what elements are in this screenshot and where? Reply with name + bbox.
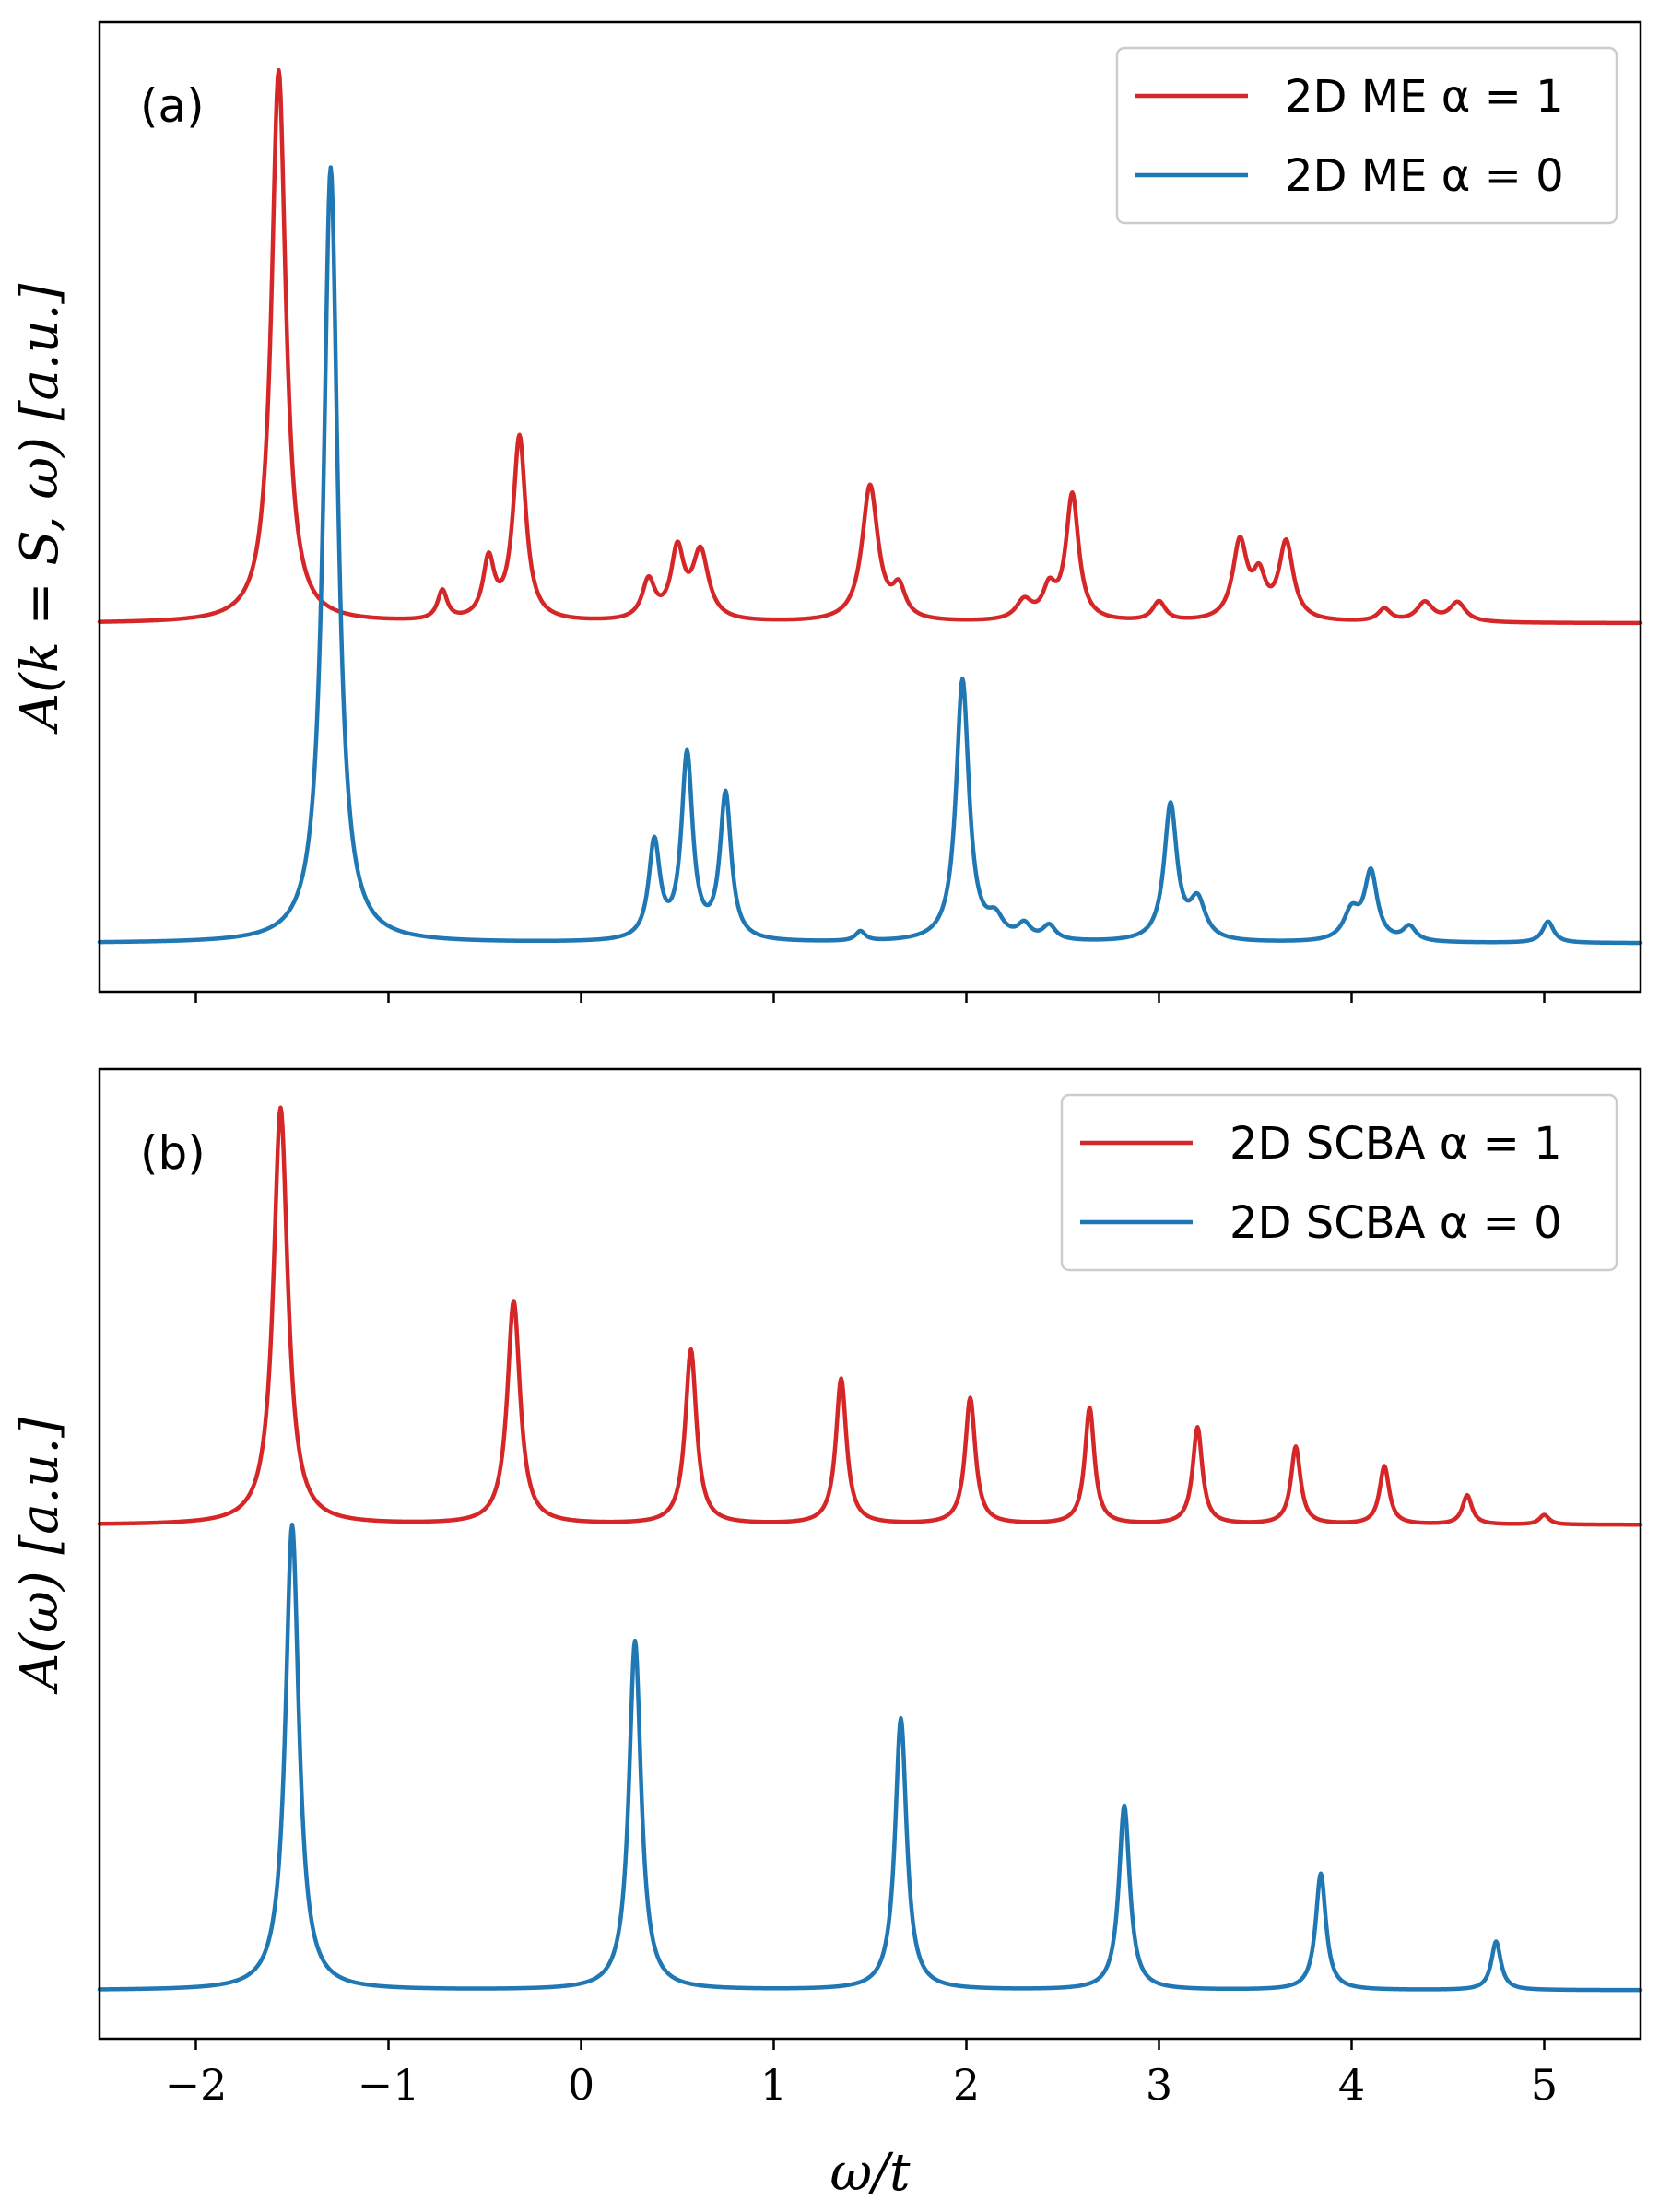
panel-label-b: (b) — [140, 1126, 206, 1180]
series-line-b-1 — [97, 1522, 1643, 1993]
xtick-label-b-5: 3 — [1146, 2060, 1172, 2110]
legend-label-me-alpha1: 2D ME α = 1 — [1285, 71, 1564, 123]
ylabel-b: A(ω) [a.u.] — [10, 1418, 70, 1696]
xlabel-b: ω/t — [830, 2143, 911, 2203]
axes-frame-a — [98, 20, 1642, 994]
legend-label-scba-alpha1: 2D SCBA α = 1 — [1230, 1118, 1562, 1170]
legend-b: 2D SCBA α = 1 2D SCBA α = 0 — [1060, 1093, 1618, 1272]
legend-label-scba-alpha0: 2D SCBA α = 0 — [1230, 1197, 1562, 1249]
xtick-label-b-7: 5 — [1531, 2060, 1558, 2110]
xtick-label-b-4: 2 — [953, 2060, 980, 2110]
legend-a: 2D ME α = 1 2D ME α = 0 — [1115, 46, 1618, 225]
axes-frame-b — [98, 1067, 1642, 2041]
xtick-label-b-0: −2 — [165, 2060, 228, 2110]
xticks-b: −2 −1 0 1 2 3 4 5 — [165, 2039, 1558, 2110]
legend-box-b — [1060, 1093, 1618, 1272]
curves-b — [97, 1105, 1643, 1993]
xtick-label-b-1: −1 — [358, 2060, 420, 2110]
series-line-a-0 — [97, 67, 1643, 626]
panel-a: (a) A(k = S, ω) [a.u.] 2D ME α = 1 2D ME… — [10, 20, 1643, 1003]
curves-a — [97, 67, 1643, 946]
xticks-a — [194, 992, 1546, 1003]
series-line-a-1 — [97, 165, 1643, 946]
ylabel-a: A(k = S, ω) [a.u.] — [10, 283, 70, 735]
panel-b: −2 −1 0 1 2 3 4 5 (b) A(ω) [a.u.] ω/t 2D SCBA α… — [10, 1067, 1643, 2203]
legend-label-me-alpha0: 2D ME α = 0 — [1285, 150, 1564, 202]
panel-label-a: (a) — [140, 79, 205, 133]
series-line-b-0 — [97, 1105, 1643, 1527]
xtick-label-b-6: 4 — [1338, 2060, 1365, 2110]
legend-box-a — [1115, 46, 1618, 225]
xtick-label-b-3: 1 — [760, 2060, 787, 2110]
xtick-label-b-2: 0 — [568, 2060, 594, 2110]
